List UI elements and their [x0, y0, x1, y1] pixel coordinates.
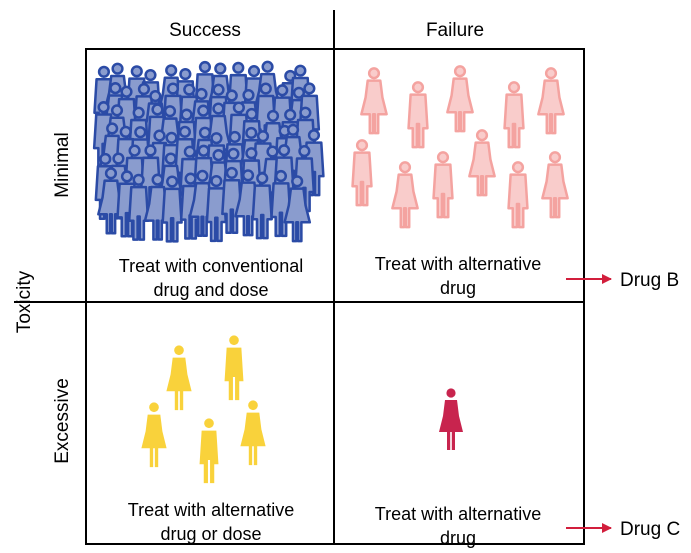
person-icon — [407, 81, 429, 149]
person-icon — [224, 335, 244, 401]
person-icon — [199, 418, 219, 484]
column-header-failure: Failure — [426, 20, 484, 41]
caption-success-excessive-line2: drug or dose — [160, 524, 261, 544]
person-icon — [432, 151, 454, 219]
drug-c-label: Drug C — [620, 519, 680, 540]
caption-failure-excessive-line1: Treat with alternative — [375, 504, 541, 524]
person-icon — [537, 67, 565, 135]
person-icon — [446, 65, 474, 133]
column-header-success: Success — [169, 20, 241, 41]
person-icon — [468, 129, 496, 197]
person-icon — [127, 173, 150, 241]
row-label-minimal: Minimal — [52, 132, 73, 197]
person-icon — [166, 345, 192, 411]
caption-failure-minimal-line2: drug — [440, 278, 476, 298]
caption-success-excessive-line1: Treat with alternative — [128, 500, 294, 520]
row-label-excessive: Excessive — [52, 378, 73, 464]
person-icon — [205, 174, 228, 243]
person-icon — [351, 139, 373, 207]
person-icon — [221, 166, 243, 235]
person-icon — [360, 67, 388, 135]
person-icon — [439, 388, 463, 450]
person-icon — [251, 172, 273, 240]
person-icon — [507, 161, 529, 229]
person-icon — [283, 175, 312, 243]
person-icon — [141, 402, 167, 468]
person-icon — [391, 161, 419, 229]
patient-group-success-minimal — [92, 60, 325, 243]
caption-failure-minimal-line1: Treat with alternative — [375, 254, 541, 274]
patient-group-failure-minimal — [351, 65, 569, 229]
caption-failure-excessive-line2: drug — [440, 528, 476, 548]
person-icon — [541, 151, 569, 219]
person-icon — [240, 400, 266, 466]
patient-group-failure-excessive — [439, 388, 463, 450]
person-icon — [161, 175, 183, 243]
person-icon — [503, 81, 525, 149]
caption-success-minimal-line1: Treat with conventional — [119, 256, 303, 276]
patient-group-success-excessive — [141, 335, 266, 484]
caption-success-minimal-line2: drug and dose — [153, 280, 268, 300]
drug-b-label: Drug B — [620, 270, 679, 291]
